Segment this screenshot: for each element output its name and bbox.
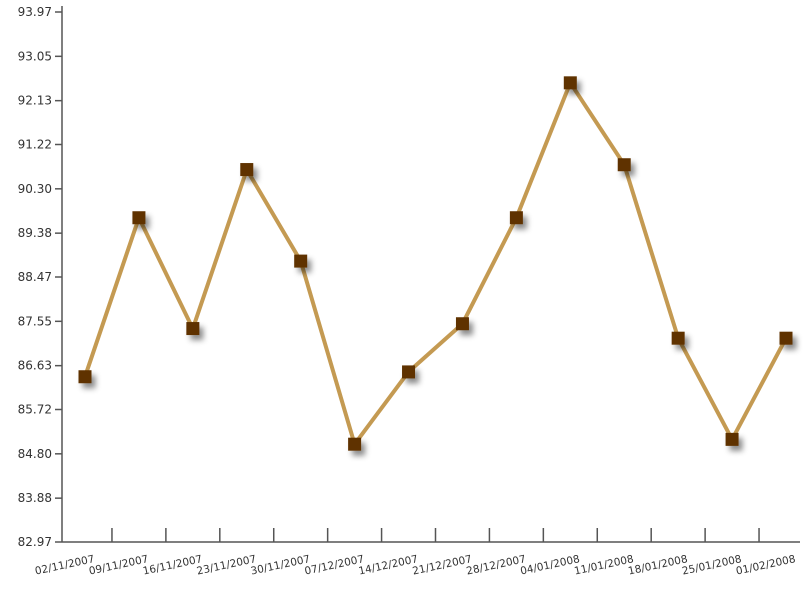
x-tick-label: 04/01/2008 bbox=[519, 553, 581, 577]
y-tick-label: 86.63 bbox=[18, 359, 52, 373]
data-point-marker bbox=[563, 76, 577, 90]
y-tick-label: 88.47 bbox=[18, 270, 52, 284]
plot-area bbox=[78, 76, 793, 451]
data-point-marker bbox=[617, 158, 631, 172]
x-tick-label: 01/02/2008 bbox=[735, 553, 797, 577]
data-point-marker bbox=[779, 331, 793, 345]
series-line bbox=[83, 80, 788, 447]
x-tick-label: 02/11/2007 bbox=[34, 553, 96, 577]
x-tick-label: 07/12/2007 bbox=[304, 553, 366, 577]
data-point-marker bbox=[348, 437, 362, 451]
x-tick-label: 21/12/2007 bbox=[411, 553, 473, 577]
x-tick-label: 25/01/2008 bbox=[681, 553, 743, 577]
data-point-marker bbox=[186, 322, 200, 336]
data-point-marker bbox=[402, 365, 416, 379]
data-point-marker bbox=[509, 211, 523, 225]
x-tick-label: 11/01/2008 bbox=[573, 553, 635, 577]
data-point-marker bbox=[671, 331, 685, 345]
y-tick-label: 93.97 bbox=[18, 5, 52, 19]
y-tick-label: 89.38 bbox=[18, 226, 52, 240]
x-tick-label: 30/11/2007 bbox=[250, 553, 312, 577]
y-tick-label: 87.55 bbox=[18, 314, 52, 328]
data-point-marker bbox=[455, 317, 469, 331]
y-tick-label: 92.13 bbox=[18, 94, 52, 108]
data-point-marker bbox=[78, 370, 92, 384]
y-tick-label: 85.72 bbox=[18, 403, 52, 417]
data-point-marker bbox=[725, 432, 739, 446]
x-axis: 02/11/200709/11/200716/11/200723/11/2007… bbox=[34, 528, 800, 578]
data-point-marker bbox=[294, 254, 308, 268]
x-tick-label: 23/11/2007 bbox=[196, 553, 258, 577]
x-tick-label: 09/11/2007 bbox=[88, 553, 150, 577]
x-tick-label: 16/11/2007 bbox=[142, 553, 204, 577]
x-tick-label: 14/12/2007 bbox=[357, 553, 419, 577]
data-point-marker bbox=[240, 163, 254, 177]
y-tick-label: 93.05 bbox=[18, 49, 52, 63]
y-tick-label: 90.30 bbox=[18, 182, 52, 196]
y-axis: 82.97 83.88 84.80 85.72 86.63 87.55 88.47 89.38… bbox=[18, 5, 63, 549]
data-point-marker bbox=[132, 211, 146, 225]
x-tick-label: 28/12/2007 bbox=[465, 553, 527, 577]
y-tick-label: 84.80 bbox=[18, 447, 52, 461]
y-tick-label: 82.97 bbox=[18, 535, 52, 549]
y-tick-label: 91.22 bbox=[18, 138, 52, 152]
x-tick-label: 18/01/2008 bbox=[627, 553, 689, 577]
y-tick-label: 83.88 bbox=[18, 491, 52, 505]
